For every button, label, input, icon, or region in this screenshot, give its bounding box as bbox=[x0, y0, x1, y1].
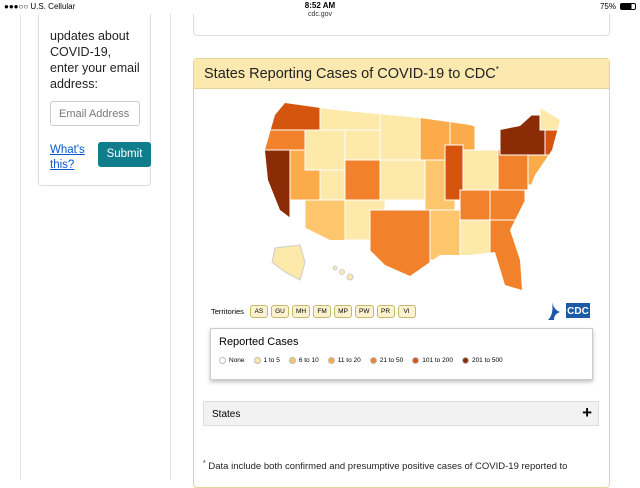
accordion-icon: + bbox=[582, 403, 592, 422]
territory-button[interactable]: MH bbox=[291, 304, 311, 318]
region bbox=[462, 149, 499, 191]
territory-button[interactable]: MP bbox=[334, 304, 353, 318]
legend-item: 21 to 50 bbox=[369, 357, 404, 364]
footnote: * Data include both confirmed and presum… bbox=[203, 460, 603, 472]
legend-label: 201 to 500 bbox=[471, 357, 503, 364]
legend-swatch bbox=[253, 357, 261, 364]
url: cdc.gov bbox=[307, 11, 333, 18]
carrier-name: U.S. Cellular bbox=[30, 2, 76, 11]
territory-button[interactable]: VI bbox=[397, 304, 416, 318]
legend-item: 101 to 200 bbox=[412, 357, 453, 364]
legend-swatch bbox=[219, 357, 226, 364]
region bbox=[304, 129, 346, 171]
region bbox=[497, 149, 529, 191]
region bbox=[344, 129, 381, 161]
legend-items: None 1 to 5 6 to 10 11 to 20 21 to 50 101 to … bbox=[219, 357, 503, 364]
states-accordion[interactable]: States + bbox=[203, 401, 599, 426]
legend-item: 6 to 10 bbox=[288, 357, 319, 364]
legend: Reported Cases None 1 to 5 6 to 10 11 to 20… bbox=[210, 328, 593, 380]
legend-swatch bbox=[412, 357, 420, 364]
signup-text: updates about COVID-19, enter your email… bbox=[50, 29, 140, 91]
region bbox=[304, 199, 346, 246]
region bbox=[459, 219, 491, 261]
legend-item: 11 to 20 bbox=[327, 357, 361, 364]
legend-item: 1 to 5 bbox=[253, 357, 280, 364]
region bbox=[379, 103, 421, 161]
footnote-text: Data include both confirmed and presumpt… bbox=[208, 461, 568, 473]
region bbox=[319, 169, 346, 201]
territory-button[interactable]: AS bbox=[249, 304, 268, 318]
territories: Territories AS GU MH FM MP PW PR VI bbox=[211, 304, 416, 318]
legend-item: 201 to 500 bbox=[461, 357, 503, 364]
region bbox=[489, 219, 526, 290]
carrier: ●●●○○ U.S. Cellular bbox=[4, 2, 76, 11]
territory-button[interactable]: PW bbox=[355, 304, 374, 318]
title-mark: * bbox=[495, 65, 499, 74]
legend-label: 101 to 200 bbox=[422, 357, 453, 364]
legend-label: 21 to 50 bbox=[379, 357, 404, 364]
panel-title: States Reporting Cases of COVID-19 to CD… bbox=[204, 65, 496, 82]
panel-header: States Reporting Cases of COVID-19 to CD… bbox=[194, 59, 609, 89]
territory-button[interactable]: FM bbox=[313, 304, 332, 318]
legend-swatch bbox=[461, 357, 469, 364]
hawaii bbox=[332, 265, 354, 281]
status-bar: ●●●○○ U.S. Cellular 8:52 AM cdc.gov 75% bbox=[0, 0, 640, 18]
region bbox=[429, 209, 461, 261]
region bbox=[527, 154, 559, 186]
region bbox=[369, 209, 431, 281]
region bbox=[379, 159, 426, 201]
signup-card: updates about COVID-19, enter your email… bbox=[38, 14, 151, 186]
submit-button[interactable]: Submit bbox=[98, 142, 151, 167]
region bbox=[499, 114, 546, 156]
region bbox=[544, 129, 560, 156]
territory-button[interactable]: PR bbox=[376, 304, 395, 318]
region bbox=[265, 149, 291, 241]
time: 8:52 AM bbox=[304, 1, 336, 10]
cdc-logo: CDC bbox=[548, 302, 590, 320]
legend-swatch bbox=[369, 357, 377, 364]
battery-icon bbox=[620, 3, 636, 10]
left-rule bbox=[20, 14, 21, 480]
territories-label: Territories bbox=[211, 306, 244, 316]
cdc-logo-text: CDC bbox=[567, 306, 589, 317]
battery: 75% bbox=[599, 2, 616, 11]
region bbox=[539, 103, 560, 131]
legend-label: 6 to 10 bbox=[298, 357, 319, 364]
legend-title: Reported Cases bbox=[219, 336, 299, 348]
legend-item: None bbox=[219, 357, 245, 364]
legend-label: 11 to 20 bbox=[337, 357, 361, 364]
legend-label: 1 to 5 bbox=[263, 357, 280, 364]
alaska bbox=[271, 244, 306, 281]
region bbox=[344, 159, 381, 201]
right-rule bbox=[170, 14, 171, 480]
email-input[interactable]: Email Address bbox=[50, 101, 140, 126]
accordion-label: States bbox=[212, 409, 241, 420]
legend-swatch bbox=[288, 357, 296, 364]
legend-swatch bbox=[327, 357, 335, 364]
region bbox=[459, 189, 491, 221]
territory-button[interactable]: GU bbox=[270, 304, 289, 318]
prev-card bbox=[193, 14, 610, 36]
region bbox=[489, 189, 526, 221]
legend-label: None bbox=[229, 357, 245, 364]
region bbox=[265, 103, 321, 131]
whats-this-link[interactable]: What's this? bbox=[50, 144, 85, 171]
footnote-mark: * bbox=[203, 460, 206, 467]
region bbox=[319, 103, 381, 131]
